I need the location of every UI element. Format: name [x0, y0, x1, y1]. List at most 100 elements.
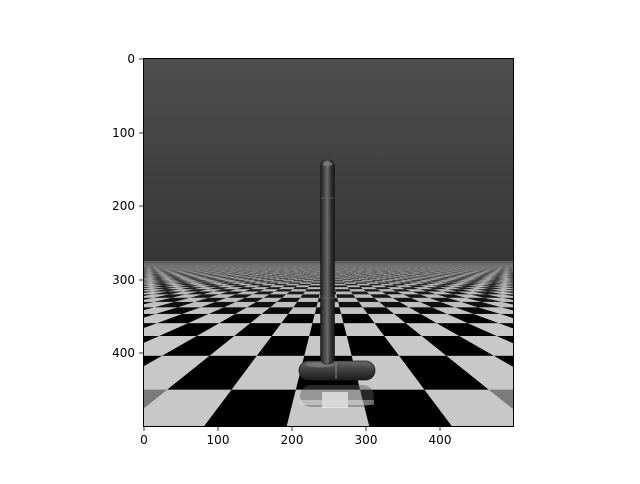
floor-tile	[514, 278, 532, 279]
x-tick-label: 200	[281, 433, 304, 447]
floor-tile	[86, 292, 122, 295]
floor-tile	[514, 278, 532, 279]
floor-tile	[523, 278, 542, 279]
floor-reflection	[300, 385, 374, 408]
floor-tile	[536, 294, 576, 297]
floor-tile	[537, 282, 562, 283]
floor-tile	[521, 276, 537, 277]
floor-tile	[94, 274, 109, 275]
floor-tile	[540, 278, 560, 279]
floor-tile	[95, 276, 112, 277]
floor-tile	[528, 276, 544, 277]
floor-tile	[534, 280, 556, 281]
floor-tile	[539, 284, 565, 286]
floor-tile	[513, 274, 527, 275]
rendered-scene	[39, 59, 618, 462]
floor-tile	[107, 289, 138, 291]
floor-tile	[516, 282, 539, 283]
floor-tile	[534, 275, 550, 276]
floor-tile	[541, 285, 570, 287]
y-tick: 300	[112, 273, 143, 287]
floor-tile	[93, 277, 111, 278]
floor-tile	[92, 289, 125, 291]
floor-tile	[526, 282, 550, 283]
floor-tile	[537, 277, 555, 278]
floor-tile	[517, 285, 544, 287]
floor-tile	[514, 279, 534, 280]
floor-tile	[517, 287, 546, 289]
x-tick: 400	[429, 427, 452, 447]
floor-tile	[77, 307, 132, 314]
floor-tile	[524, 279, 544, 280]
floor-tile	[547, 278, 566, 279]
y-tick: 0	[127, 52, 143, 66]
floor-tile	[542, 276, 559, 277]
floor-tile	[531, 278, 550, 279]
x-axis-ticks: 0 100 200 300 400	[140, 427, 451, 447]
floor-tile	[526, 274, 541, 275]
floor-tile	[96, 274, 111, 275]
y-tick: 200	[112, 199, 143, 213]
floor-tile	[525, 281, 547, 282]
floor-tile	[539, 278, 558, 279]
floor-tile	[532, 274, 546, 275]
floor-tile	[545, 277, 563, 278]
floor-tile	[541, 275, 557, 276]
floor-tile	[530, 287, 560, 289]
floor-tile	[533, 274, 548, 275]
floor-tile	[534, 292, 570, 295]
robot-pole	[321, 160, 335, 364]
floor-tile	[513, 276, 528, 277]
x-tick: 100	[207, 427, 230, 447]
y-axis-ticks: 0 100 200 300 400	[112, 52, 143, 360]
floor-tile	[93, 298, 135, 302]
floor-tile	[535, 276, 551, 277]
floor-tile	[96, 287, 126, 289]
floor-tile	[533, 279, 554, 280]
y-tick-label: 300	[112, 273, 135, 287]
floor-tile	[549, 276, 566, 277]
floor-tile	[521, 298, 563, 302]
floor-tile	[544, 276, 561, 277]
floor-tile	[545, 274, 560, 275]
floor-tile	[518, 289, 549, 291]
robot-base-capsule	[299, 361, 375, 380]
floor-tile	[532, 289, 565, 291]
y-tick-label: 400	[112, 346, 135, 360]
floor-tile	[98, 294, 136, 297]
floor-tile	[515, 280, 536, 281]
floor-tile	[551, 274, 566, 275]
floor-tile	[520, 275, 535, 276]
y-tick-label: 200	[112, 199, 135, 213]
floor-tile	[529, 285, 557, 287]
floor-tile	[540, 274, 555, 275]
floor-tile	[543, 280, 565, 281]
x-tick-label: 300	[355, 433, 378, 447]
floor-tile	[529, 277, 547, 278]
floor-tile	[530, 278, 548, 279]
floor-tile	[520, 276, 536, 277]
y-tick-label: 0	[127, 52, 135, 66]
floor-tile	[514, 277, 531, 278]
y-tick-label: 100	[112, 126, 135, 140]
floor-tile	[110, 287, 139, 289]
floor-tile	[522, 278, 540, 279]
floor-tile	[545, 281, 569, 282]
floor-tile	[519, 274, 533, 275]
y-tick: 400	[112, 346, 143, 360]
floor-tile	[527, 284, 553, 286]
x-tick: 300	[355, 427, 378, 447]
floor-tile	[522, 302, 570, 307]
floor-tile	[90, 280, 112, 281]
x-tick-label: 0	[140, 433, 148, 447]
floor-tile	[524, 280, 545, 281]
floor-tile	[516, 284, 541, 286]
floor-tile	[513, 274, 527, 275]
floor-tile	[520, 294, 558, 297]
floor-tile	[548, 275, 564, 276]
floor-tile	[519, 274, 533, 275]
floor-tile	[86, 302, 134, 307]
x-tick-label: 400	[429, 433, 452, 447]
floor-tile	[515, 281, 537, 282]
